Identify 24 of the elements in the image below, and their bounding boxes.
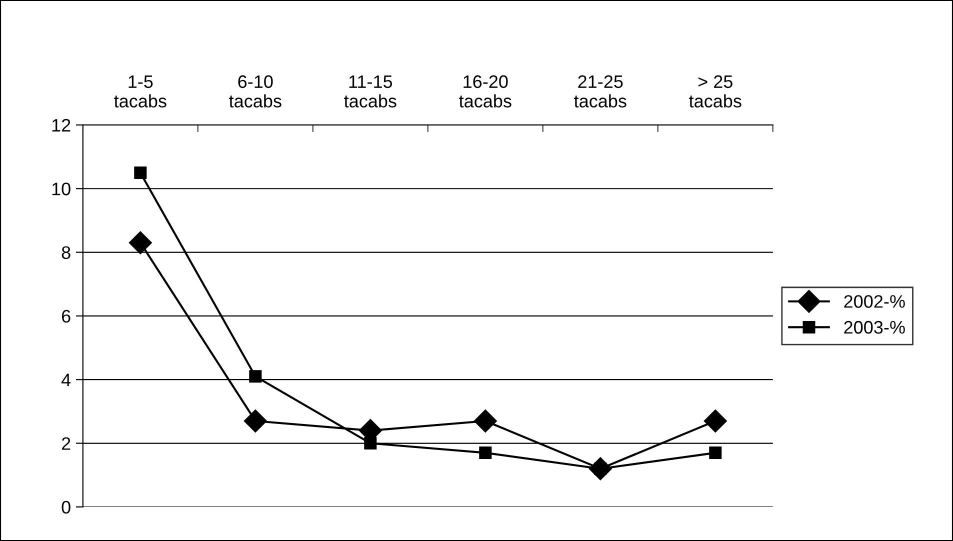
legend-label: 2003-% <box>844 320 905 334</box>
y-tick-label: 12 <box>52 118 70 132</box>
point <box>709 446 722 460</box>
y-tick-label: 10 <box>52 182 70 196</box>
y-tick-label: 0 <box>62 500 70 514</box>
x-tick-label: 1-5 tacabs <box>114 75 166 108</box>
y-tick-label: 8 <box>62 246 70 260</box>
x-tick-label: > 25 tacabs <box>689 75 742 108</box>
point <box>244 409 267 432</box>
x-tick-label: 16-20 tacabs <box>459 75 512 108</box>
x-tick-label: 21-25 tacabs <box>574 75 626 108</box>
point <box>249 370 262 383</box>
y-tick-label: 6 <box>62 310 70 323</box>
x-tick-label: 11-15 tacabs <box>344 75 396 108</box>
point <box>134 166 147 179</box>
point <box>479 446 492 460</box>
point <box>704 409 727 432</box>
point <box>128 231 152 254</box>
y-tick-label: 2 <box>62 437 70 450</box>
legend-label: 2002-% <box>844 295 905 308</box>
x-tick-label: 6-10 tacabs <box>229 75 282 108</box>
point <box>474 409 497 432</box>
y-tick-label: 4 <box>61 374 71 386</box>
point <box>364 437 377 450</box>
